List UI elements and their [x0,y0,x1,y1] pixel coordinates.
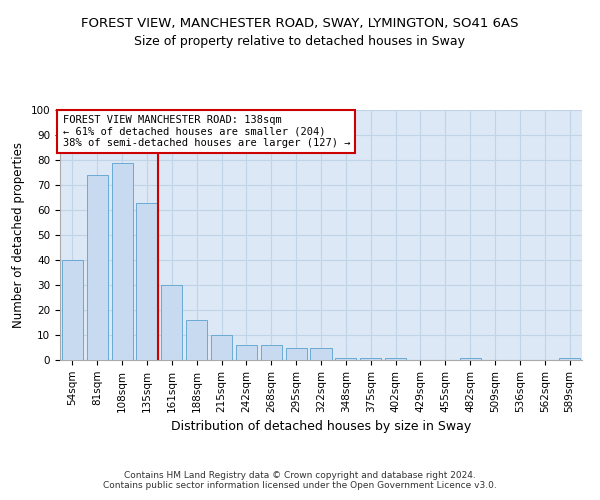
Text: FOREST VIEW MANCHESTER ROAD: 138sqm
← 61% of detached houses are smaller (204)
3: FOREST VIEW MANCHESTER ROAD: 138sqm ← 61… [62,115,350,148]
Bar [136,202,158,360]
Bar [286,348,307,360]
Bar [310,348,332,360]
Bar [460,358,481,360]
Bar [87,175,108,360]
Bar [161,285,182,360]
Bar [335,358,356,360]
Bar [385,358,406,360]
Bar [62,260,83,360]
X-axis label: Distribution of detached houses by size in Sway: Distribution of detached houses by size … [171,420,471,433]
Bar [211,335,232,360]
Text: FOREST VIEW, MANCHESTER ROAD, SWAY, LYMINGTON, SO41 6AS: FOREST VIEW, MANCHESTER ROAD, SWAY, LYMI… [81,18,519,30]
Bar [261,345,282,360]
Text: Contains HM Land Registry data © Crown copyright and database right 2024.
Contai: Contains HM Land Registry data © Crown c… [103,470,497,490]
Bar [236,345,257,360]
Bar [559,358,580,360]
Bar [360,358,381,360]
Bar [112,162,133,360]
Y-axis label: Number of detached properties: Number of detached properties [12,142,25,328]
Text: Size of property relative to detached houses in Sway: Size of property relative to detached ho… [134,35,466,48]
Bar [186,320,207,360]
